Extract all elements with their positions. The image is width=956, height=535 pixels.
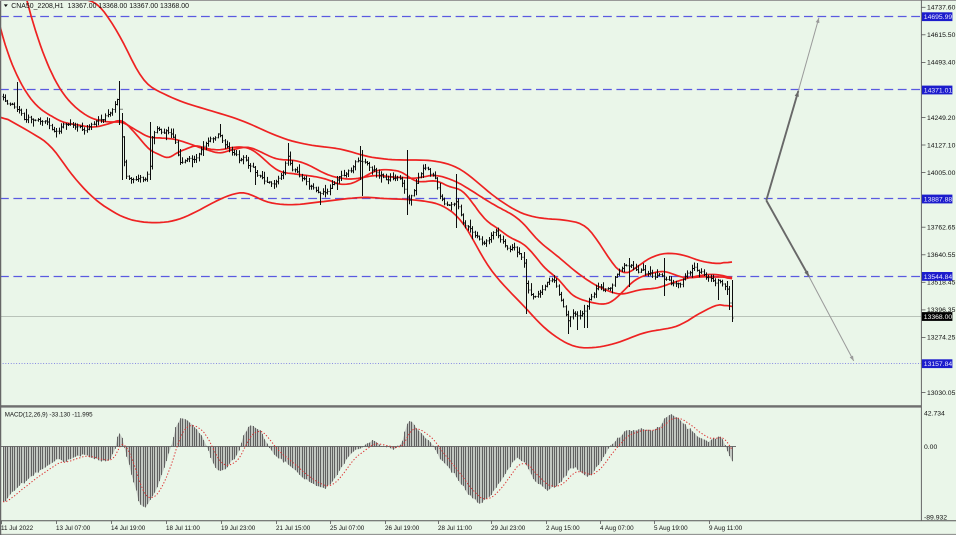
svg-text:5 Aug 19:00: 5 Aug 19:00 [654, 525, 688, 532]
svg-text:29 Jul 23:00: 29 Jul 23:00 [491, 525, 526, 532]
svg-text:14615.50: 14615.50 [927, 32, 956, 39]
svg-text:13887.88: 13887.88 [924, 196, 953, 203]
svg-text:14005.00: 14005.00 [927, 170, 956, 177]
svg-text:26 Jul 19:00: 26 Jul 19:00 [385, 525, 420, 532]
svg-text:28 Jul 11:00: 28 Jul 11:00 [438, 525, 472, 532]
svg-text:MACD(12,26,9) -33.130 -11.995: MACD(12,26,9) -33.130 -11.995 [5, 411, 93, 418]
svg-text:13030.05: 13030.05 [927, 390, 956, 397]
svg-text:0.00: 0.00 [924, 444, 937, 451]
svg-text:-89.932: -89.932 [924, 514, 947, 521]
svg-text:14737.60: 14737.60 [927, 5, 956, 12]
svg-text:9 Aug 11:00: 9 Aug 11:00 [709, 525, 743, 532]
svg-text:19 Jul 23:00: 19 Jul 23:00 [221, 525, 256, 532]
svg-text:13762.65: 13762.65 [927, 225, 956, 232]
svg-text:21 Jul 15:00: 21 Jul 15:00 [276, 525, 311, 532]
svg-text:13518.45: 13518.45 [927, 280, 956, 287]
svg-text:14493.40: 14493.40 [927, 60, 956, 67]
svg-text:18 Jul 11:00: 18 Jul 11:00 [166, 525, 200, 532]
svg-text:13640.55: 13640.55 [927, 252, 956, 259]
svg-text:13368.00: 13368.00 [924, 314, 953, 321]
svg-text:CNA50_2208,H1 13367.00 13368.: CNA50_2208,H1 13367.00 13368.00 13367.00… [11, 3, 189, 10]
svg-text:14695.99: 14695.99 [924, 14, 953, 21]
svg-text:13274.25: 13274.25 [927, 335, 956, 342]
svg-text:4 Aug 07:00: 4 Aug 07:00 [600, 525, 634, 532]
svg-text:11 Jul 2022: 11 Jul 2022 [1, 525, 34, 532]
svg-text:2 Aug 15:00: 2 Aug 15:00 [546, 525, 580, 532]
svg-text:14 Jul 19:00: 14 Jul 19:00 [111, 525, 146, 532]
svg-text:42.734: 42.734 [924, 411, 945, 418]
svg-text:25 Jul 07:00: 25 Jul 07:00 [330, 525, 365, 532]
svg-text:14127.10: 14127.10 [927, 142, 956, 149]
svg-text:13157.84: 13157.84 [924, 361, 953, 368]
svg-text:14371.01: 14371.01 [924, 87, 953, 94]
svg-text:13396.35: 13396.35 [927, 307, 956, 314]
svg-text:14249.20: 14249.20 [927, 115, 956, 122]
svg-text:13 Jul 07:00: 13 Jul 07:00 [56, 525, 91, 532]
svg-text:13544.84: 13544.84 [924, 274, 953, 281]
